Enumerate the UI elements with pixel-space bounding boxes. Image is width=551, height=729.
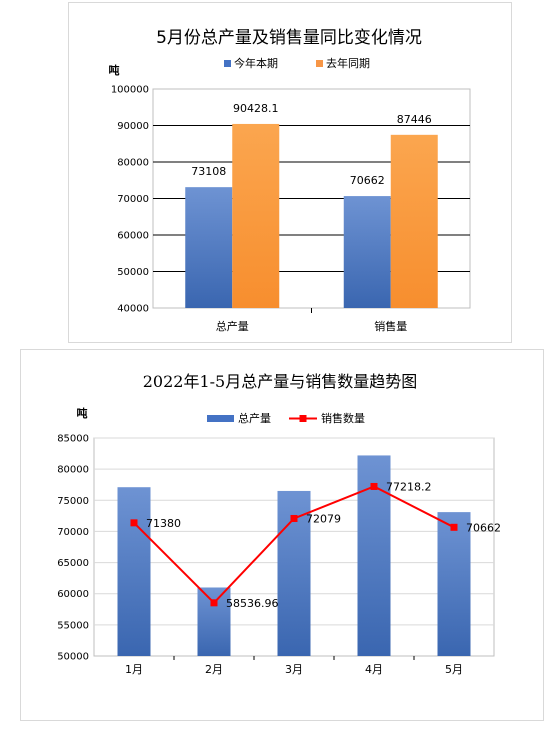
data-label: 71380 [146,517,181,530]
y-tick-label: 40000 [117,304,149,315]
chart-panel-yoy: 5月份总产量及销售量同比变化情况 吨 今年本期 去年同期 40000 50000 60… [68,2,512,343]
chart-trend: 2022年1-5月总产量与销售数量趋势图 吨 总产量 销售数量 50000 5500… [57,372,501,676]
y-tick-label: 60000 [57,589,89,600]
data-label: 73108 [191,165,226,178]
legend-label: 销售数量 [321,411,365,425]
legend-label: 今年本期 [234,56,278,70]
y-tick-label: 80000 [117,158,149,169]
x-tick-label: 总产量 [216,319,249,333]
bars: 73108 90428.1 70662 87446 [185,102,438,308]
y-axis-unit: 吨 [109,63,120,77]
bars [117,455,471,656]
data-label: 70662 [350,174,385,187]
y-tick-label: 85000 [57,434,89,445]
x-tick-labels: 1月 2月 3月 4月 5月 [125,656,463,676]
y-tick-label: 70000 [57,527,89,538]
bar [390,134,438,308]
y-tick-label: 50000 [57,652,89,663]
y-tick-label: 90000 [117,121,149,132]
line-point [450,523,458,531]
legend: 今年本期 去年同期 [224,56,370,70]
data-label: 72079 [306,512,341,525]
x-tick-label: 2月 [205,663,223,676]
y-axis-unit: 吨 [77,406,88,420]
chart-title: 5月份总产量及销售量同比变化情况 [156,28,422,48]
chart-yoy: 5月份总产量及销售量同比变化情况 吨 今年本期 去年同期 40000 50000 60… [109,28,471,333]
data-label: 90428.1 [233,102,279,115]
y-tick-label: 80000 [57,465,89,476]
data-label: 70662 [466,521,501,534]
bar [437,512,471,656]
x-tick-label: 5月 [445,663,463,676]
legend-swatch [224,60,231,67]
bar [232,123,280,308]
bar [185,187,233,308]
x-tick-label: 3月 [285,663,303,676]
line-point [130,519,138,527]
y-tick-label: 55000 [57,620,89,631]
x-tick-label: 1月 [125,663,143,676]
x-tick-label: 4月 [365,663,383,676]
y-tick-label: 70000 [117,194,149,205]
bar [117,487,151,656]
y-tick-label: 50000 [117,267,149,278]
legend-label: 总产量 [238,411,271,425]
chart-title: 2022年1-5月总产量与销售数量趋势图 [143,372,418,391]
y-tick-labels: 40000 50000 60000 70000 80000 90000 100000 [111,85,149,315]
bar [343,196,391,308]
chart-panel-trend: 2022年1-5月总产量与销售数量趋势图 吨 总产量 销售数量 50000 5500… [20,349,544,721]
legend: 总产量 销售数量 [207,411,365,425]
bar [197,587,231,656]
y-tick-label: 65000 [57,558,89,569]
line-point [370,482,378,490]
y-tick-label: 60000 [117,231,149,242]
data-label: 58536.96 [226,597,279,610]
y-tick-labels: 50000 55000 60000 65000 70000 75000 80000 85000 [57,434,89,663]
line-point [290,514,298,522]
line-series: 71380 58536.96 72079 77218.2 70662 [130,480,501,610]
x-tick-labels: 总产量 销售量 [216,308,407,333]
x-tick-label: 销售量 [374,319,407,333]
legend-label: 去年同期 [326,56,370,70]
data-label: 77218.2 [386,480,432,493]
y-tick-label: 75000 [57,496,89,507]
legend-swatch [207,415,234,422]
data-label: 87446 [397,113,432,126]
line-point [210,599,218,607]
legend-swatch [316,60,323,67]
legend-marker [299,415,307,422]
y-tick-label: 100000 [111,85,149,96]
